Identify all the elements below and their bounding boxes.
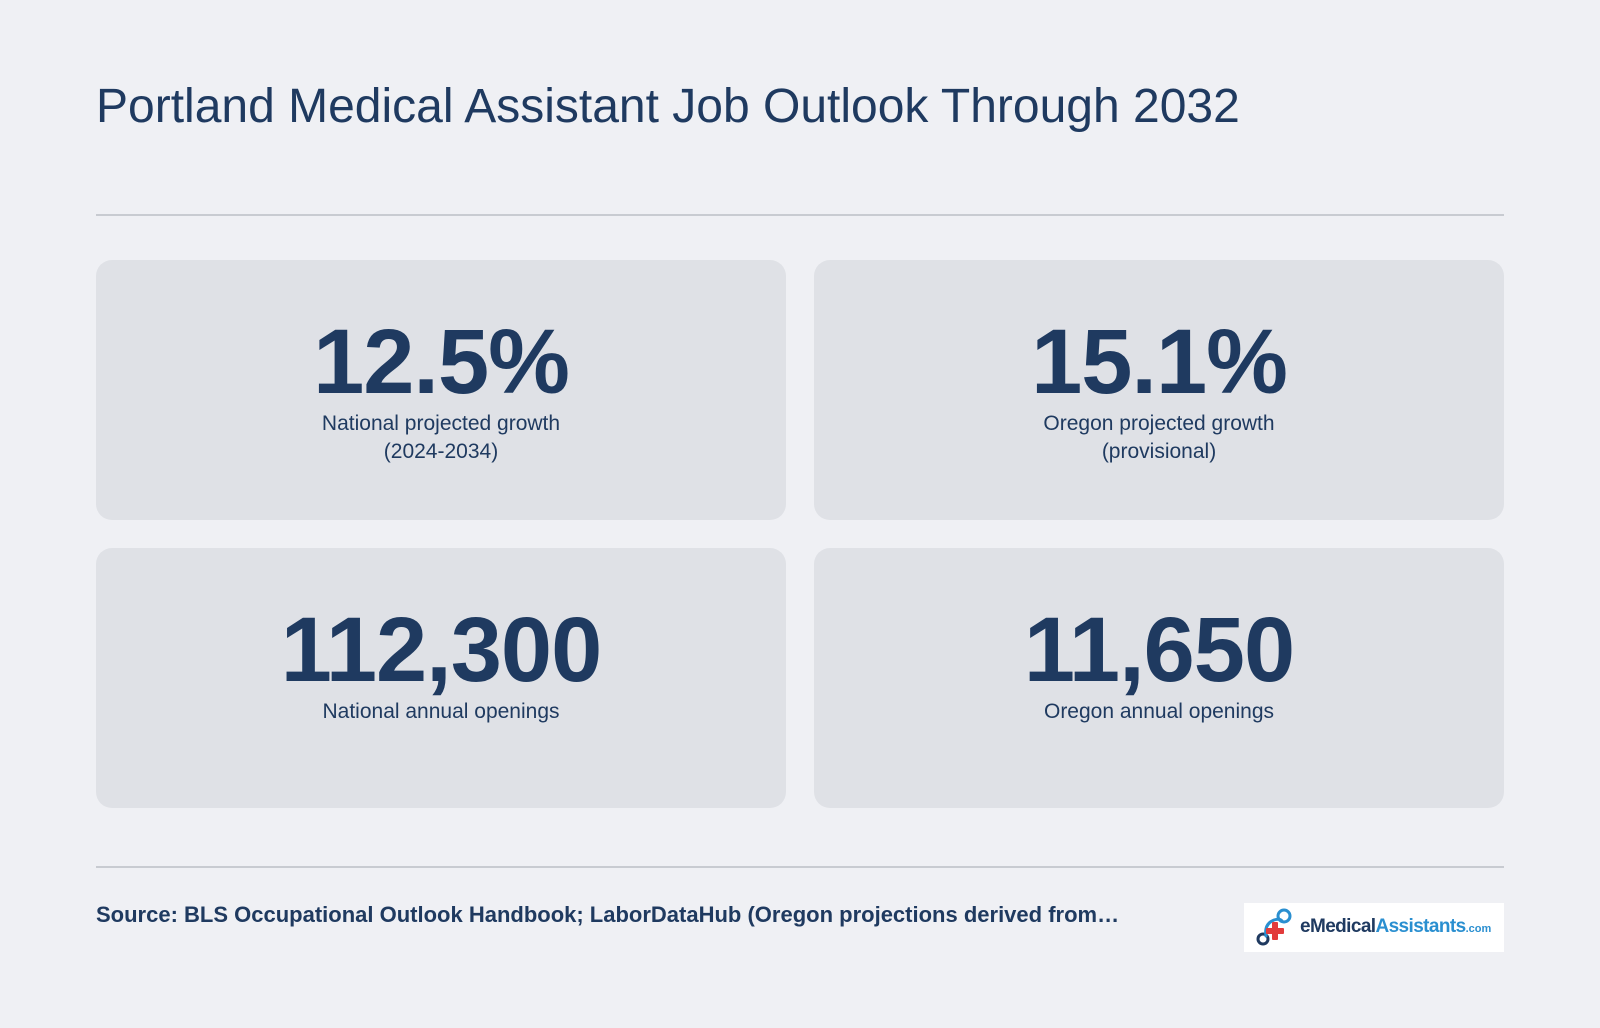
stats-grid: 12.5% National projected growth (2024-20… — [96, 260, 1504, 808]
stat-value: 112,300 — [280, 599, 602, 701]
top-divider — [96, 214, 1504, 216]
brand-logo: eMedicalAssistants.com — [1244, 903, 1504, 952]
page-title: Portland Medical Assistant Job Outlook T… — [96, 80, 1240, 133]
stat-value: 11,650 — [1023, 599, 1295, 701]
stat-value: 12.5% — [313, 311, 570, 413]
stat-label: Oregon projected growth (provisional) — [1043, 412, 1275, 463]
stat-label: National annual openings — [322, 700, 560, 723]
source-note: Source: BLS Occupational Outlook Handboo… — [96, 902, 1120, 927]
infographic-page: Portland Medical Assistant Job Outlook T… — [96, 0, 1504, 1028]
stat-label: National projected growth (2024-2034) — [321, 412, 561, 463]
stat-card-oregon-openings: 11,650 Oregon annual openings — [814, 548, 1504, 808]
brand-wordmark: eMedicalAssistants.com — [1300, 915, 1492, 937]
bottom-divider — [96, 866, 1504, 868]
stat-card-national-openings: 112,300 National annual openings — [96, 548, 786, 808]
stat-value: 15.1% — [1031, 311, 1288, 413]
stat-card-national-growth: 12.5% National projected growth (2024-20… — [96, 260, 786, 520]
stat-card-oregon-growth: 15.1% Oregon projected growth (provision… — [814, 260, 1504, 520]
medical-cross-logo-icon — [1256, 908, 1292, 945]
stat-label: Oregon annual openings — [1043, 700, 1274, 723]
